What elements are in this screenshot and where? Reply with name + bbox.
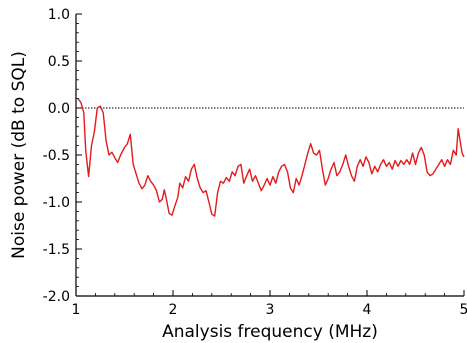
- y-tick-label: 1.0: [48, 7, 70, 23]
- x-axis-title: Analysis frequency (MHz): [162, 322, 378, 342]
- x-tick-label: 2: [169, 302, 178, 318]
- x-tick-label: 1: [72, 302, 81, 318]
- y-tick-label: 0.0: [48, 101, 70, 117]
- x-tick-label: 3: [266, 302, 275, 318]
- series-line: [77, 98, 465, 217]
- y-axis-title: Noise power (dB to SQL): [9, 51, 29, 259]
- y-tick-label: -2.0: [43, 289, 70, 305]
- y-tick-label: -1.0: [43, 195, 70, 211]
- y-tick-label: -0.5: [43, 148, 70, 164]
- series-group: [77, 98, 465, 217]
- x-tick-label: 5: [460, 302, 467, 318]
- y-axis: -2.0 -1.5 -1.0 -0.5 0.0 0.5 1.0: [43, 7, 82, 305]
- y-tick-label: -1.5: [43, 242, 70, 258]
- y-tick-label: 0.5: [48, 54, 70, 70]
- x-tick-label: 4: [363, 302, 372, 318]
- x-axis: 1 2 3 4 5: [72, 290, 467, 318]
